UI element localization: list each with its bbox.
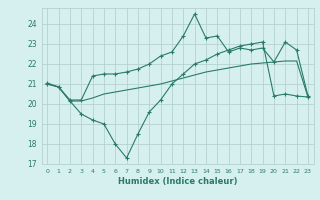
X-axis label: Humidex (Indice chaleur): Humidex (Indice chaleur) xyxy=(118,177,237,186)
